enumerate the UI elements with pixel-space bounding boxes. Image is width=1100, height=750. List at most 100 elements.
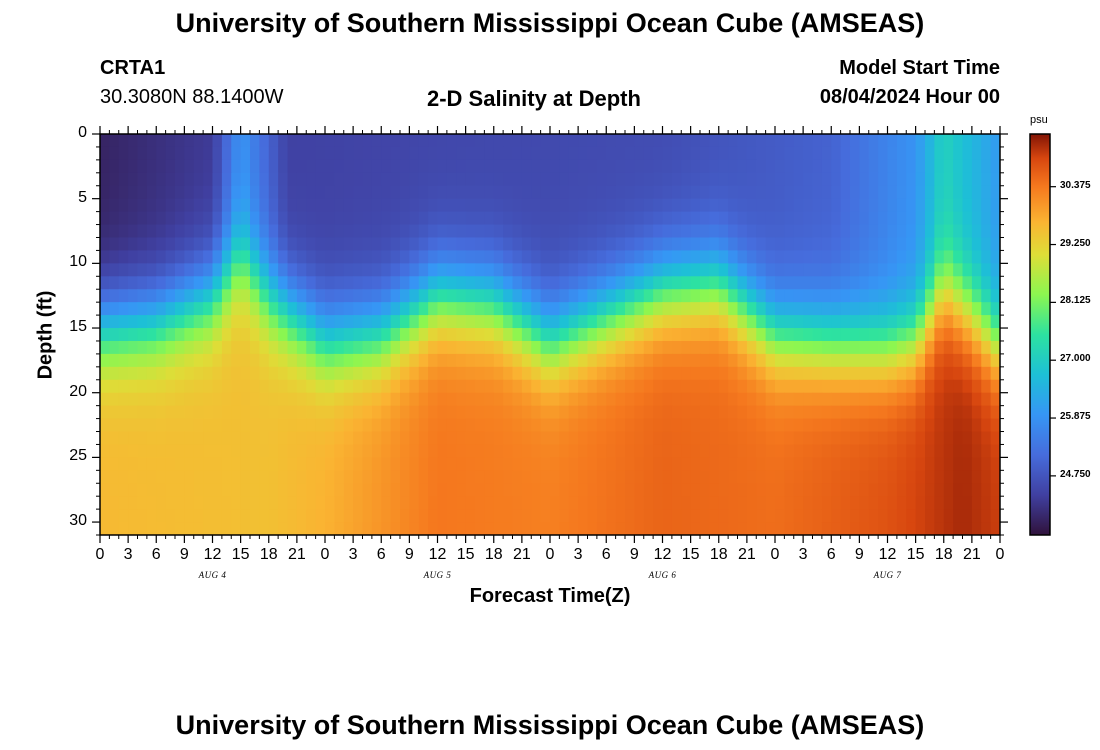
heatmap-cell — [662, 483, 673, 497]
heatmap-cell — [775, 522, 785, 535]
heatmap-cell — [165, 302, 176, 316]
heatmap-cell — [756, 392, 767, 407]
heatmap-cell — [606, 405, 617, 420]
heatmap-cell — [596, 431, 607, 446]
heatmap-cell — [334, 198, 345, 213]
heatmap-cell — [596, 366, 607, 381]
heatmap-cell — [184, 418, 195, 433]
heatmap-cell — [606, 276, 617, 290]
heatmap-cell — [962, 509, 973, 523]
heatmap-cell — [568, 224, 579, 239]
heatmap-cell — [821, 405, 832, 420]
heatmap-cell — [934, 250, 945, 264]
heatmap-cell — [784, 418, 795, 433]
heatmap-cell — [165, 315, 176, 329]
heatmap-cell — [446, 315, 457, 329]
heatmap-cell — [418, 328, 429, 342]
heatmap-cell — [371, 315, 382, 329]
heatmap-cell — [653, 328, 664, 342]
heatmap-cell — [746, 185, 757, 200]
heatmap-cell — [334, 496, 345, 510]
heatmap-cell — [690, 340, 701, 355]
heatmap-cell — [868, 483, 879, 497]
heatmap-cell — [906, 366, 917, 381]
heatmap-cell — [296, 198, 307, 213]
heatmap-cell — [681, 444, 692, 458]
heatmap-cell — [259, 198, 270, 213]
heatmap-cell — [165, 444, 176, 458]
heatmap-cell — [625, 392, 635, 407]
footer-title: University of Southern Mississippi Ocean… — [175, 710, 925, 740]
heatmap-cell — [681, 366, 692, 381]
heatmap-cell — [456, 366, 467, 381]
heatmap-cell — [906, 146, 917, 161]
heatmap-cell — [418, 185, 429, 200]
heatmap-cell — [390, 483, 401, 497]
heatmap-cell — [756, 159, 767, 174]
colorbar-tick-label: 28.125 — [1060, 295, 1091, 307]
heatmap-cell — [690, 444, 701, 458]
heatmap-cell — [137, 315, 148, 329]
heatmap-cell — [137, 250, 148, 264]
heatmap-cell — [428, 302, 439, 316]
heatmap-cell — [653, 470, 664, 484]
heatmap-cell — [971, 483, 982, 497]
heatmap-cell — [765, 392, 776, 407]
heatmap-cell — [550, 470, 560, 484]
heatmap-cell — [896, 340, 907, 355]
heatmap-cell — [259, 159, 270, 174]
heatmap-cell — [709, 522, 720, 535]
heatmap-cell — [981, 237, 992, 252]
heatmap-cell — [896, 302, 907, 316]
heatmap-cell — [859, 237, 870, 252]
heatmap-cell — [643, 211, 654, 226]
heatmap-cell — [925, 302, 935, 316]
heatmap-cell — [353, 522, 364, 535]
heatmap-cell — [250, 444, 260, 458]
heatmap-cell — [278, 237, 289, 252]
heatmap-cell — [700, 431, 710, 446]
heatmap-cell — [409, 379, 420, 394]
heatmap-cell — [625, 134, 635, 148]
x-tick-label: 15 — [231, 546, 250, 563]
heatmap-cell — [859, 483, 870, 497]
heatmap-cell — [793, 211, 804, 226]
heatmap-cell — [221, 302, 232, 316]
heatmap-cell — [325, 134, 335, 148]
heatmap-cell — [981, 328, 992, 342]
heatmap-cell — [259, 340, 270, 355]
heatmap-cell — [306, 470, 317, 484]
heatmap-cell — [812, 315, 823, 329]
heatmap-cell — [334, 522, 345, 535]
heatmap-cell — [100, 224, 110, 239]
heatmap-cell — [934, 431, 945, 446]
heatmap-cell — [353, 198, 364, 213]
heatmap-cell — [615, 405, 626, 420]
heatmap-cell — [484, 315, 495, 329]
heatmap-cell — [118, 250, 129, 264]
heatmap-cell — [231, 496, 242, 510]
heatmap-cell — [690, 457, 701, 471]
heatmap-cell — [381, 457, 392, 471]
heatmap-cell — [990, 509, 1000, 523]
heatmap-cell — [915, 315, 926, 329]
heatmap-cell — [765, 211, 776, 226]
heatmap-cell — [709, 405, 720, 420]
heatmap-cell — [493, 483, 504, 497]
heatmap-cell — [278, 444, 289, 458]
heatmap-cell — [718, 315, 729, 329]
heatmap-cell — [606, 237, 617, 252]
heatmap-cell — [634, 198, 645, 213]
heatmap-cell — [690, 431, 701, 446]
heatmap-cell — [100, 418, 110, 433]
heatmap-cell — [287, 483, 298, 497]
heatmap-cell — [306, 237, 317, 252]
heatmap-cell — [746, 302, 757, 316]
heatmap-cell — [325, 444, 335, 458]
heatmap-cell — [578, 418, 589, 433]
heatmap-cell — [521, 289, 532, 303]
heatmap-cell — [578, 405, 589, 420]
heatmap-cell — [662, 405, 673, 420]
heatmap-cell — [709, 211, 720, 226]
heatmap-cell — [559, 198, 570, 213]
